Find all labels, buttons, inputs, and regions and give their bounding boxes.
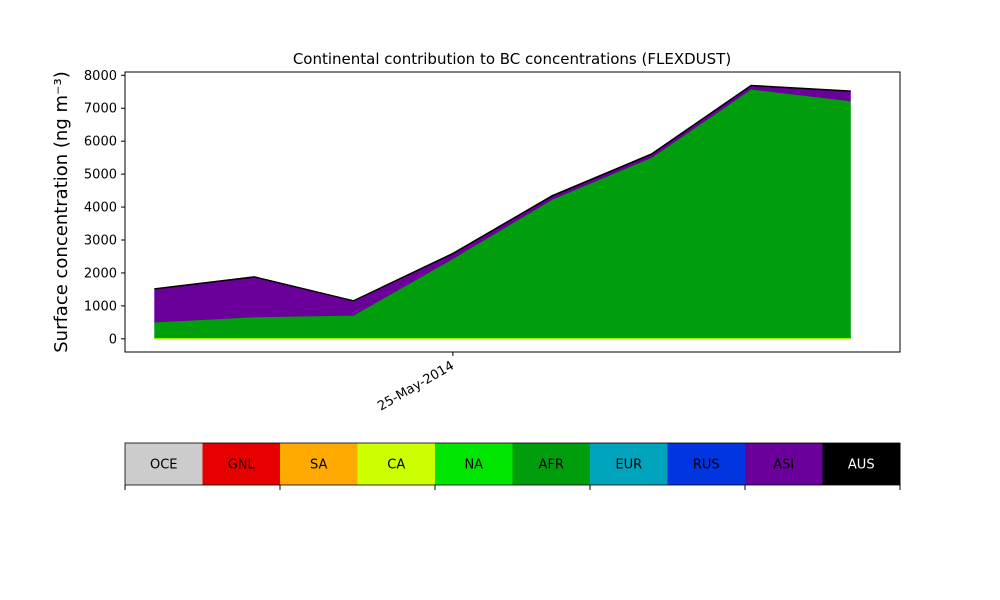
y-tick-label: 7000 (84, 102, 117, 117)
legend-swatch-eur (590, 443, 668, 485)
legend-label-rus: RUS (693, 458, 720, 473)
legend-swatch-gnl (202, 443, 281, 485)
color-legend: OCE GNL SA CA NA AFR EUR RUS ASI AUS (124, 442, 901, 490)
legend-label-afr: AFR (539, 458, 564, 473)
y-axis: 0 1000 2000 3000 4000 5000 6000 7000 8000 (84, 69, 125, 347)
legend-swatch-ca (357, 443, 436, 485)
legend-swatch-oce (125, 443, 203, 485)
y-tick-label: 6000 (84, 135, 117, 150)
y-tick-label: 1000 (84, 299, 117, 314)
legend-label-ca: CA (387, 458, 405, 473)
legend-swatch-na (435, 443, 513, 485)
legend-label-gnl: GNL (228, 458, 256, 473)
y-tick-label: 3000 (84, 234, 117, 249)
legend-swatch-sa (280, 443, 358, 485)
area-aus (154, 84, 851, 302)
legend-swatch-afr (512, 443, 591, 485)
legend-label-oce: OCE (150, 458, 178, 473)
plot-frame (124, 71, 901, 353)
y-tick-label: 0 (109, 332, 117, 347)
legend-swatch-aus (822, 443, 901, 485)
chart-title: Continental contribution to BC concentra… (293, 50, 731, 68)
y-tick-label: 5000 (84, 168, 117, 183)
y-axis-label: Surface concentration (ng m⁻³) (51, 71, 72, 353)
legend-label-asi: ASI (773, 458, 794, 473)
y-tick-label: 2000 (84, 266, 117, 281)
legend-label-sa: SA (310, 458, 327, 473)
area-layers (154, 84, 851, 340)
legend-label-eur: EUR (615, 458, 642, 473)
legend-swatch-rus (667, 443, 746, 485)
legend-label-na: NA (464, 458, 483, 473)
x-tick-label: 25-May-2014 (375, 358, 457, 414)
legend-swatch-asi (745, 443, 823, 485)
x-axis: 25-May-2014 (375, 352, 457, 414)
legend-label-aus: AUS (848, 458, 875, 473)
legend-frame (124, 442, 901, 486)
y-tick-label: 4000 (84, 201, 117, 216)
y-tick-label: 8000 (84, 69, 117, 84)
